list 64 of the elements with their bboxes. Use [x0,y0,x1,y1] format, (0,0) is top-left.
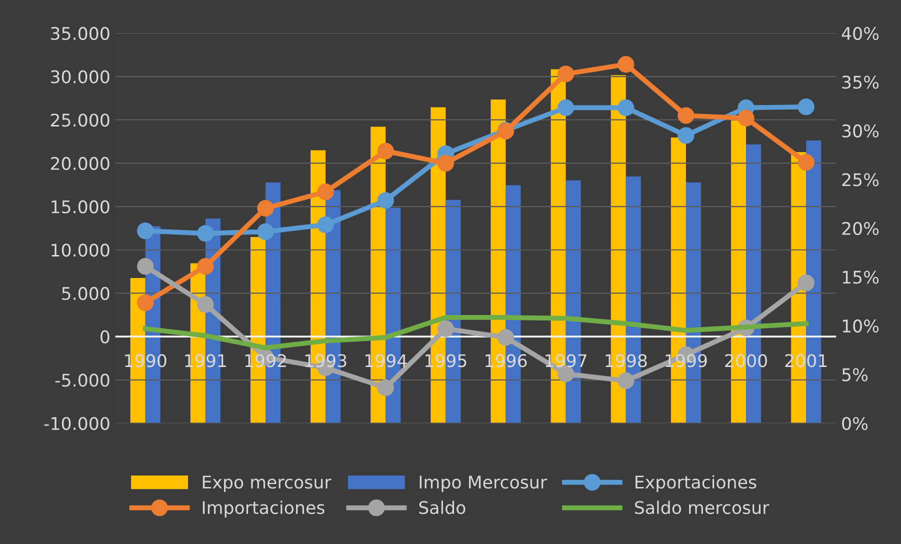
y2-tick-label: 5% [842,368,868,382]
x-tick-label: 1994 [365,354,407,368]
y-tick-label: 5.000 [62,286,110,300]
x-tick-label: 2001 [785,354,827,368]
x-tick-label: 1997 [546,354,586,368]
point [137,258,154,275]
point [197,225,214,242]
point [197,258,214,275]
legend-label: Saldo [419,500,466,514]
y-tick-label: 20.000 [50,156,110,170]
point [137,294,154,312]
point [197,296,214,313]
legend-label: Impo Mercosur [420,476,548,492]
y-tick-label: 10.000 [52,244,110,257]
line-series [142,315,809,350]
y-tick-label: 30.000 [51,70,110,84]
legend-label: Importaciones [202,500,324,518]
point [557,99,574,116]
point [618,99,634,116]
point [618,372,634,390]
point [137,222,154,240]
point [738,110,754,126]
x-tick-label: 1991 [185,354,226,368]
y2-tick-label: 20% [842,222,879,236]
point [798,274,814,292]
x-tick-label: 1995 [426,354,466,368]
point [317,183,334,200]
y-tick-label: 35.000 [51,26,110,40]
y-tick-label: -10.000 [44,416,110,430]
point [257,200,274,217]
x-tick-label: 1999 [666,354,707,368]
y-tick-label: 0 [100,330,110,344]
point [678,127,694,144]
point [437,320,454,338]
y2-tick-label: 25% [842,173,879,186]
y-tick-label: 15.000 [52,200,110,214]
y-tick-label: -5.000 [55,374,110,387]
y2-tick-label: 10% [842,319,879,333]
point [678,107,694,124]
x-tick-label: 1996 [486,354,527,368]
x-tick-label: 1998 [606,354,647,368]
legend-label: Saldo mercosur [635,500,770,514]
point [798,98,814,116]
y2-tick-label: 15% [842,270,879,284]
y2-tick-label: 40% [842,26,879,40]
point [437,154,454,172]
point [377,192,394,209]
point [377,379,394,396]
y2-tick-label: 35% [842,76,879,89]
y-tick-label: 25.000 [50,114,110,127]
x-tick-label: 1990 [125,354,166,368]
point [257,223,274,240]
y2-tick-label: 30% [842,124,879,138]
x-tick-label: 1993 [305,354,346,368]
y2-tick-label: 0% [842,416,868,430]
point [317,216,334,234]
x-tick-label: 2000 [725,354,767,368]
point [618,56,634,73]
legend-label: Exportaciones [636,475,756,492]
point [798,154,814,171]
point [377,142,394,160]
legend-label: Expo mercosur [202,476,332,492]
point [557,66,574,82]
point [497,329,514,346]
